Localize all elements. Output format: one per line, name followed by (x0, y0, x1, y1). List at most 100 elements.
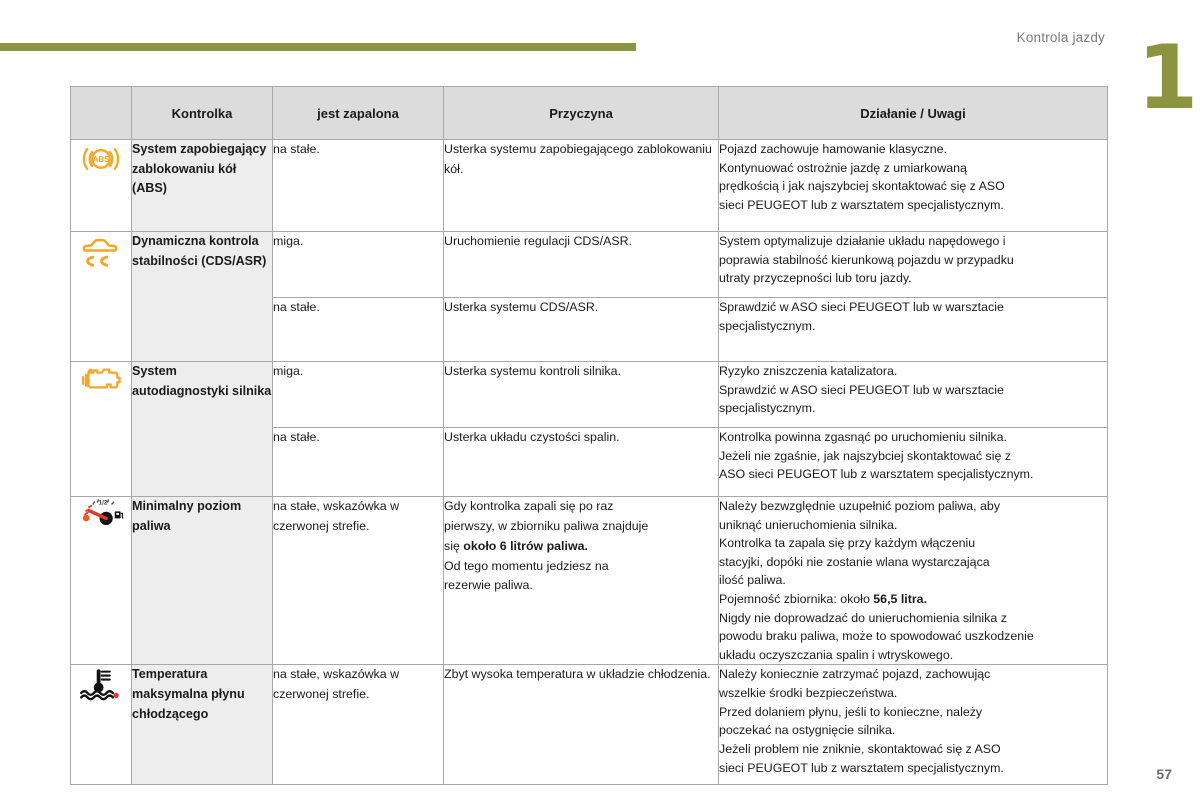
warning-light-cause: Uruchomienie regulacji CDS/ASR. (443, 231, 719, 298)
text-line: stacyjki, dopóki nie zostanie wlana wyst… (719, 554, 990, 569)
text-line: Należy bezwzględnie uzupełnić poziom pal… (719, 499, 1001, 513)
text-line: Gdy kontrolka zapali się po raz (444, 499, 614, 513)
text-line: Usterka systemu zapobiegającego zablokow… (444, 142, 712, 176)
warning-light-action: Sprawdzić w ASO sieci PEUGEOT lub w wars… (718, 297, 1108, 362)
text-line: sieci PEUGEOT lub z warsztatem specjalis… (719, 760, 1004, 775)
text-line: Kontrolka powinna zgasnąć po uruchomieni… (719, 430, 1007, 444)
text-line: Kontrolka ta zapala się przy każdym włąc… (719, 536, 976, 551)
text-line: Sprawdzić w ASO sieci PEUGEOT lub w wars… (719, 300, 1004, 314)
warning-light-icon-cell (70, 361, 132, 497)
col-header-icon (70, 86, 132, 140)
warning-light-action: Należy koniecznie zatrzymać pojazd, zach… (718, 664, 1108, 786)
text-line: Pojemność zbiornika: około 56,5 litra. (719, 592, 928, 607)
warning-light-state: na stałe, wskazówka w czerwonej strefie. (272, 495, 444, 666)
abs-icon: ABS (78, 140, 124, 180)
table-row: 1/2 Minimalny poziom paliwa na stałe, wsk… (70, 495, 1108, 666)
text-line: układu oczyszczania spalin i wtryskowego… (719, 647, 954, 662)
svg-text:1/2: 1/2 (99, 500, 108, 507)
text-line: Usterka układu czystości spalin. (444, 430, 620, 444)
text-line: ilość paliwa. (719, 573, 786, 588)
text-line: poprawia stabilność kierunkową pojazdu w… (719, 252, 1014, 267)
text-line: się około 6 litrów paliwa. (444, 538, 588, 553)
warning-light-name: Temperatura maksymalna płynu chłodzącego (131, 664, 273, 786)
warning-light-icon-cell (70, 231, 132, 362)
text-line: sieci PEUGEOT lub z warsztatem specjalis… (719, 197, 1004, 212)
text-line: ASO sieci PEUGEOT lub z warsztatem specj… (719, 467, 1034, 482)
table-row: System autodiagnostyki silnika miga. Uster… (70, 361, 1108, 497)
text-line: powodu braku paliwa, może to spowodować … (719, 629, 1034, 644)
text-line: Należy koniecznie zatrzymać pojazd, zach… (719, 667, 991, 682)
warning-light-action: Należy bezwzględnie uzupełnić poziom pal… (718, 495, 1108, 666)
text-line: specjalistycznym. (719, 401, 816, 416)
warning-light-name: System autodiagnostyki silnika (131, 361, 273, 497)
col-header-przyczyna: Przyczyna (443, 86, 719, 140)
table-header: Kontrolka jest zapalona Przyczyna Działa… (70, 86, 1108, 140)
coolant-temp-icon (78, 665, 124, 705)
table-row: na stałe. Usterka systemu CDS/ASR. Sprawdz… (71, 297, 1108, 362)
text-line: Ryzyko zniszczenia katalizatora. (719, 364, 898, 378)
text-line: Usterka systemu CDS/ASR. (444, 300, 599, 314)
warning-light-action: Ryzyko zniszczenia katalizatora. Sprawdzi… (718, 361, 1108, 428)
text-line: specjalistycznym. (719, 318, 816, 333)
text-line: wszelkie środki bezpieczeństwa. (719, 686, 898, 701)
text-line: Od tego momentu jedziesz na (444, 558, 609, 573)
warning-light-state: miga. (272, 231, 444, 298)
warning-light-cause: Usterka systemu zapobiegającego zablokow… (443, 139, 719, 232)
warning-light-state: na stałe. (272, 139, 444, 232)
table-body: ABS System zapobiegający zablokowaniu kó… (70, 139, 1108, 786)
table-row: ABS System zapobiegający zablokowaniu kó… (70, 139, 1108, 232)
text-line: System optymalizuje działanie układu nap… (719, 234, 1006, 248)
text-line: utraty przyczepności lub toru jazdy. (719, 271, 912, 286)
warning-light-cause: Gdy kontrolka zapali się po raz pierwszy,… (443, 495, 719, 666)
text-line: uniknąć unieruchomienia silnika. (719, 517, 898, 532)
warning-light-name: System zapobiegający zablokowaniu kół (A… (131, 139, 273, 232)
chapter-number: 1 (1137, 26, 1199, 129)
text-line: Jeżeli problem nie zniknie, skontaktować… (719, 741, 1001, 756)
warning-light-state: na stałe. (272, 297, 444, 362)
svg-text:ABS: ABS (93, 155, 111, 164)
text-line: rezerwie paliwa. (444, 578, 533, 593)
chapter-accent-bar (0, 43, 636, 51)
table-row: Dynamiczna kontrola stabilności (CDS/ASR… (70, 231, 1108, 362)
warning-light-cause: Usterka układu czystości spalin. (443, 427, 719, 497)
esp-skid-icon (78, 232, 124, 272)
table-row: na stałe. Usterka układu czystości spalin… (71, 427, 1108, 497)
text-line: Kontynuować ostrożnie jazdę z umiarkowan… (719, 160, 967, 175)
col-header-dzialanie-uwagi: Działanie / Uwagi (718, 86, 1108, 140)
text-line: pierwszy, w zbiorniku paliwa znajduje (444, 518, 649, 533)
warning-light-name: Dynamiczna kontrola stabilności (CDS/ASR… (131, 231, 273, 362)
warning-light-icon-cell: ABS (70, 139, 132, 232)
col-header-kontrolka: Kontrolka (131, 86, 273, 140)
warning-light-action: System optymalizuje działanie układu nap… (718, 231, 1108, 298)
page-number: 57 (1156, 766, 1172, 782)
warning-lights-table-wrap: Kontrolka jest zapalona Przyczyna Działa… (70, 86, 1108, 786)
warning-light-cause: Usterka systemu kontroli silnika. (443, 361, 719, 428)
text-line: Uruchomienie regulacji CDS/ASR. (444, 234, 632, 248)
warning-light-cause: Usterka systemu CDS/ASR. (443, 297, 719, 362)
text-line: Sprawdzić w ASO sieci PEUGEOT lub w wars… (719, 382, 1004, 397)
warning-light-cause: Zbyt wysoka temperatura w układzie chłod… (443, 664, 719, 786)
text-line: poczekać na ostygnięcie silnika. (719, 723, 896, 738)
fuel-gauge-icon: 1/2 (78, 497, 124, 537)
running-head-title: Kontrola jazdy (1016, 30, 1105, 45)
warning-light-action: Pojazd zachowuje hamowanie klasyczne. Kon… (718, 139, 1108, 232)
text-line: Pojazd zachowuje hamowanie klasyczne. (719, 142, 947, 156)
table-row: Temperatura maksymalna płynu chłodzącego… (70, 664, 1108, 786)
warning-light-name: Minimalny poziom paliwa (131, 495, 273, 666)
text-line: prędkością i jak najszybciej skontaktowa… (719, 179, 1005, 194)
warning-light-state: miga. (272, 361, 444, 428)
warning-light-icon-cell: 1/2 (70, 495, 132, 666)
warning-lights-table: Kontrolka jest zapalona Przyczyna Działa… (70, 86, 1108, 786)
col-header-jest-zapalona: jest zapalona (272, 86, 444, 140)
text-line: Usterka systemu kontroli silnika. (444, 364, 621, 378)
text-line: Zbyt wysoka temperatura w układzie chłod… (444, 667, 711, 682)
text-line: Przed dolaniem płynu, jeśli to konieczne… (719, 704, 983, 719)
check-engine-icon (78, 362, 124, 402)
table-header-row: Kontrolka jest zapalona Przyczyna Działa… (70, 86, 1108, 140)
warning-light-icon-cell (70, 664, 132, 786)
warning-light-state: na stałe, wskazówka w czerwonej strefie. (272, 664, 444, 786)
text-line: Jeżeli nie zgaśnie, jak najszybciej skon… (719, 448, 1012, 463)
warning-light-action: Kontrolka powinna zgasnąć po uruchomieni… (718, 427, 1108, 497)
warning-light-state: na stałe. (272, 427, 444, 497)
text-line: Nigdy nie doprowadzać do unieruchomienia… (719, 610, 1007, 625)
